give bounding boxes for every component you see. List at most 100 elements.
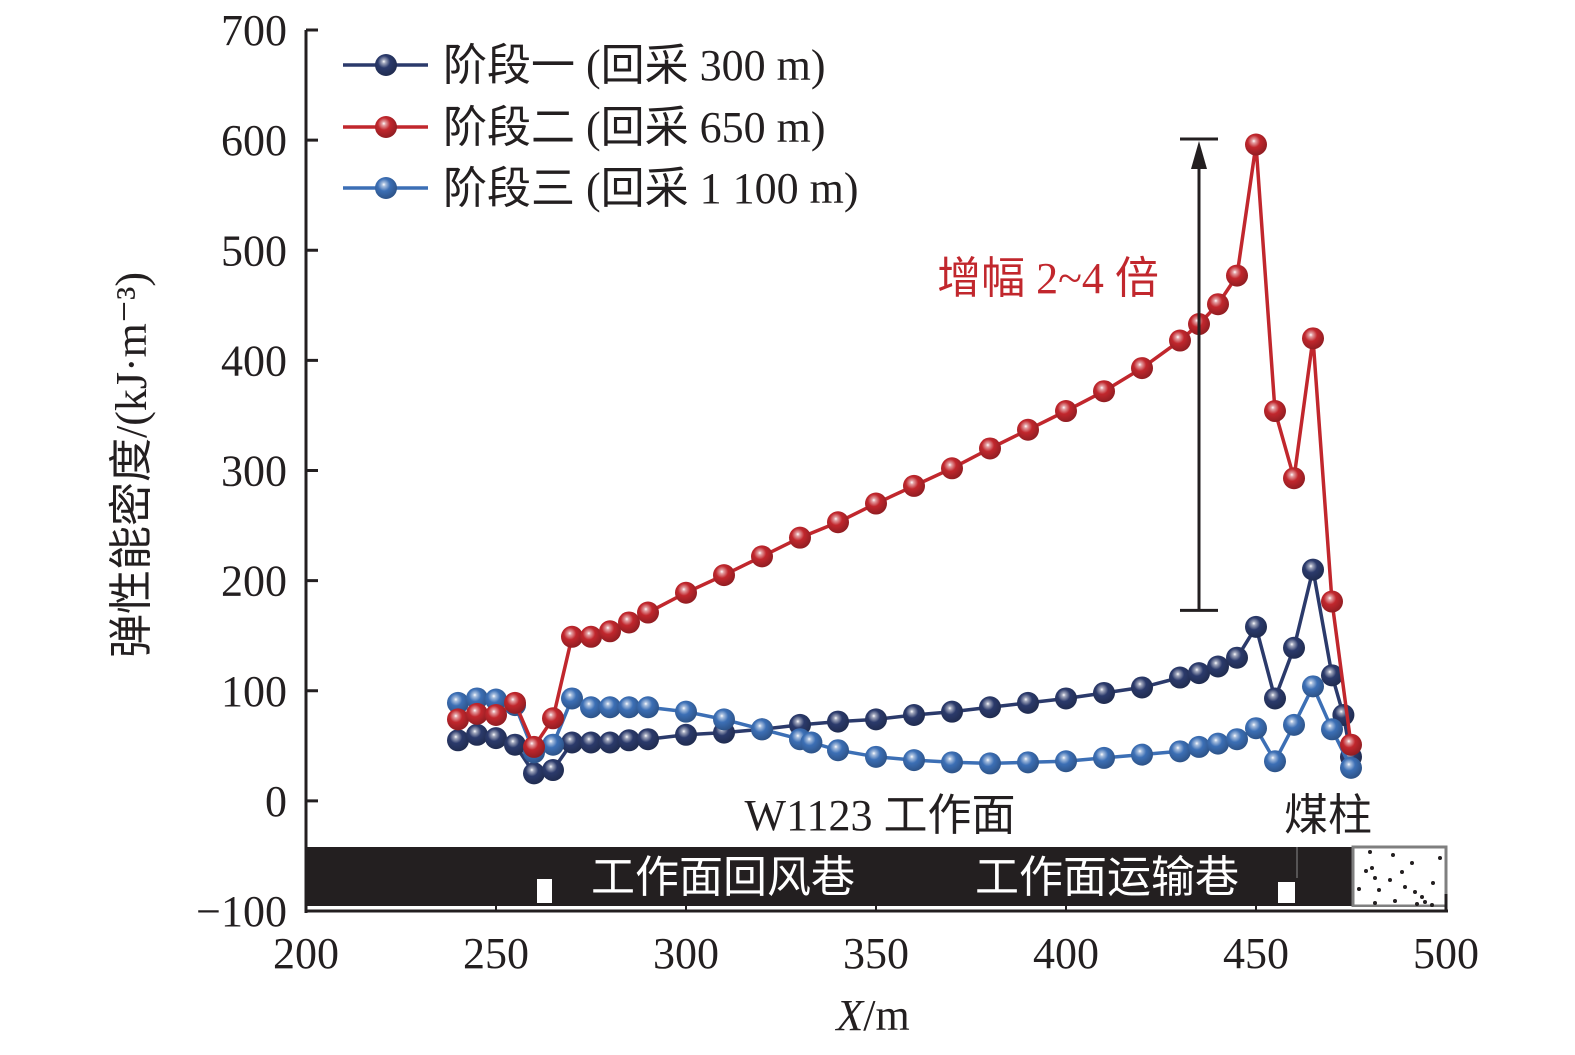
data-point-series-1 [1093,681,1115,704]
data-point-series-1 [485,727,507,750]
data-point-series-3 [1245,717,1267,740]
y-tick-label: 700 [221,6,287,55]
data-point-series-2 [941,457,963,480]
haulage-airway-marker [1278,882,1295,903]
pillar-dot [1430,903,1434,907]
series-line-2 [457,142,1353,749]
data-point-series-2 [1264,400,1286,423]
data-point-series-2 [1283,467,1305,490]
data-point-series-3 [979,752,1001,775]
data-point-series-2 [1340,733,1362,756]
x-tick-label: 200 [273,929,339,978]
x-tick-label: 450 [1223,929,1289,978]
data-point-series-1 [1017,691,1039,714]
pillar-dot [1393,899,1397,903]
data-point-series-3 [485,688,507,711]
y-tick-label: 400 [221,336,287,385]
data-point-series-3 [751,718,773,741]
data-point-series-2 [447,708,469,731]
data-point-series-1 [903,703,925,726]
data-point-series-3 [1093,746,1115,769]
data-point-series-2 [618,611,640,634]
face-label: W1123 工作面 [745,791,1016,840]
data-point-series-2 [542,707,564,730]
pillar-dot [1420,895,1424,899]
data-point-series-2 [789,526,811,549]
pillar-dot [1391,853,1395,857]
data-point-series-3 [675,700,697,723]
data-point-series-1 [1245,615,1267,638]
legend-marker-stage-2 [375,116,397,138]
data-point-series-3 [1207,732,1229,755]
data-point-series-3 [865,745,887,768]
increase-annotation: 增幅 2~4 倍 [937,254,1159,303]
pillar-dot [1364,869,1368,873]
data-point-series-1 [1207,655,1229,678]
data-point-series-1 [447,729,469,752]
pillar-label: 煤柱 [1284,791,1372,840]
data-point-series-1 [504,733,526,756]
data-point-series-3 [618,696,640,719]
data-point-series-3 [1017,751,1039,774]
coal-pillar-box [1351,845,1448,908]
data-point-series-2 [637,601,659,624]
x-axis-title: X/m [834,991,909,1040]
data-point-series-2 [979,437,1001,460]
data-point-series-3 [1264,750,1286,773]
pillar-dot [1423,900,1427,904]
data-point-series-1 [466,723,488,746]
data-point-series-1 [1131,676,1153,699]
data-point-series-1 [941,700,963,723]
data-point-series-3 [1226,728,1248,751]
data-point-series-3 [941,751,963,774]
data-point-series-2 [504,691,526,714]
data-point-series-2 [865,492,887,515]
return-airway-label: 工作面回风巷 [591,853,855,902]
data-point-series-2 [485,703,507,726]
data-point-series-3 [903,749,925,772]
pillar-dot [1377,888,1381,892]
legend-label-stage-3: 阶段三 (回采 1 100 m) [443,164,859,213]
data-point-series-1 [1226,646,1248,669]
data-point-series-1 [599,731,621,754]
x-tick-label: 350 [843,929,909,978]
x-tick-label: 400 [1033,929,1099,978]
y-tick-label: 0 [265,777,287,826]
data-point-series-2 [1207,293,1229,316]
x-tick-label: 300 [653,929,719,978]
data-point-series-1 [1188,662,1210,685]
data-point-series-2 [561,625,583,648]
data-point-series-3 [1302,675,1324,698]
data-point-series-3 [542,733,564,756]
x-axis-title-var: X [834,991,865,1040]
pillar-dot [1438,856,1442,860]
data-point-series-3 [713,708,735,731]
data-point-series-1 [561,731,583,754]
pillar-dot [1410,861,1414,865]
data-point-series-2 [1131,357,1153,380]
data-point-series-2 [1302,327,1324,350]
data-point-series-2 [523,735,545,758]
y-tick-label: 200 [221,557,287,606]
data-point-series-1 [675,723,697,746]
pillar-dot [1388,878,1392,882]
data-point-series-3 [1340,756,1362,779]
y-tick-label: 300 [221,447,287,496]
pillar-dot [1400,870,1404,874]
pillar-dot [1357,887,1361,891]
legend-label-stage-2: 阶段二 (回采 650 m) [443,103,826,152]
data-point-series-3 [580,696,602,719]
series-layer [447,133,1362,785]
data-point-series-1 [523,762,545,785]
data-point-series-3 [1188,735,1210,758]
data-point-series-1 [542,759,564,782]
increase-arrow-head [1191,141,1207,170]
data-point-series-3 [1055,750,1077,773]
axes: −100 0 100 200 300 400 500 600 700 200 250 300 350 40… [196,6,1479,978]
data-point-series-2 [466,702,488,725]
data-point-series-1 [580,731,602,754]
data-point-series-1 [865,708,887,731]
data-point-series-3 [599,696,621,719]
data-point-series-2 [1093,380,1115,403]
legend-label-stage-1: 阶段一 (回采 300 m) [443,41,826,90]
